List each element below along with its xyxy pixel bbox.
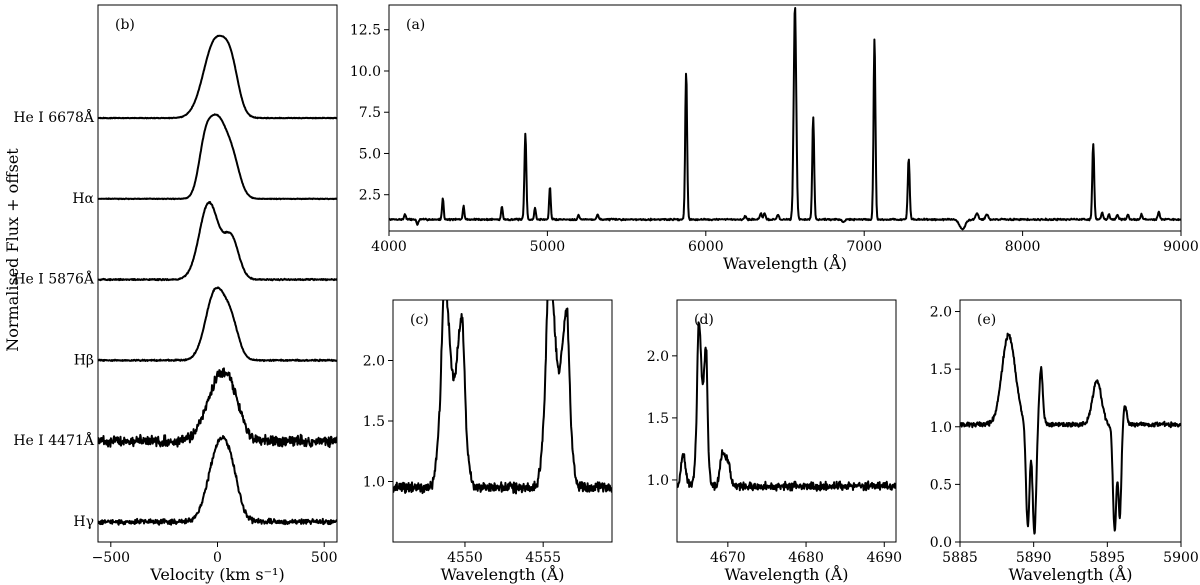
y-tick-label: 1.5	[930, 362, 952, 378]
y-tick-label: 5.0	[359, 146, 381, 162]
x-tick-label: 4680	[788, 550, 824, 566]
x-axis-label: Velocity (km s⁻¹)	[149, 565, 284, 584]
x-tick-label: 0	[213, 550, 222, 566]
x-tick-label: 6000	[688, 239, 724, 255]
x-tick-label: 7000	[846, 239, 882, 255]
x-axis-label: Wavelength (Å)	[1008, 564, 1132, 584]
panel-a: 4000 5000 6000 7000 8000 9000 2.5 5.0 7.5 10.0 12.…	[350, 4, 1199, 273]
panel-label: (b)	[115, 17, 135, 33]
series-label-0: He I 6678Å	[13, 108, 95, 126]
spectrum-line-e	[960, 332, 1181, 535]
series-label-2: He I 5876Å	[13, 270, 95, 288]
x-tick-label: 4690	[866, 550, 902, 566]
panel-d: 4670 4680 4690 1.0 1.5 2.0 (d) Wavelength (Å)	[647, 299, 902, 584]
y-tick-label: 2.0	[363, 354, 385, 370]
panels: 4000 5000 6000 7000 8000 90002.55.07.510.012.…	[13, 4, 1199, 584]
figure-ylabel: Normalised Flux + offset	[3, 148, 22, 352]
y-tick-label: 1.0	[363, 475, 385, 491]
series-label-1: Hα	[72, 191, 94, 207]
panel-label: (a)	[406, 17, 425, 33]
axes-frame	[959, 299, 1182, 543]
panel-e: 5885 5890 5895 5900 0.0 0.5 1.0 1.5 2.0 (e) Wavele…	[930, 299, 1199, 584]
x-tick-label: 9000	[1163, 239, 1199, 255]
x-tick-label: 5000	[530, 239, 566, 255]
series-label-4: He I 4471Å	[13, 431, 95, 449]
x-tick-label: 500	[311, 550, 338, 566]
spectrum-line-c	[393, 300, 612, 495]
x-axis-label: Wavelength (Å)	[724, 564, 848, 584]
series-line-3	[98, 286, 337, 363]
x-tick-label: 4550	[447, 550, 483, 566]
x-tick-label: 4670	[710, 550, 746, 566]
x-tick-label: 5900	[1163, 550, 1199, 566]
panel-label: (c)	[410, 312, 429, 328]
series-line-4	[98, 367, 337, 449]
panel-b: He I 6678Å Hα He I 5876Å Hβ He I 4471Å Hγ −500…	[13, 4, 338, 584]
y-tick-label: 1.0	[647, 473, 669, 489]
axes-frame	[392, 299, 613, 543]
y-tick-label: 2.5	[359, 188, 381, 204]
series-line-2	[98, 201, 337, 282]
y-tick-label: 10.0	[350, 64, 381, 80]
y-tick-label: 0.5	[930, 477, 952, 493]
x-tick-label: 4000	[371, 239, 407, 255]
x-tick-label: 8000	[1005, 239, 1041, 255]
x-axis-label: Wavelength (Å)	[440, 564, 564, 584]
panel-c: 4550 4555 1.0 1.5 2.0 (c) Wavelength (Å)	[363, 299, 613, 584]
spectrum-line-d	[677, 321, 896, 492]
y-tick-label: 12.5	[350, 23, 381, 39]
x-tick-label: 5885	[942, 550, 978, 566]
series-line-0	[98, 34, 337, 120]
y-tick-label: 1.5	[363, 414, 385, 430]
axes-frame	[676, 299, 897, 543]
series-line-5	[98, 435, 337, 526]
x-tick-label: 4555	[525, 550, 561, 566]
y-tick-label: 2.0	[647, 349, 669, 365]
y-tick-label: 1.0	[930, 420, 952, 436]
x-axis-label: Wavelength (Å)	[723, 253, 847, 273]
panel-label: (d)	[694, 312, 714, 328]
axes-frame	[388, 4, 1182, 232]
x-tick-label: 5895	[1090, 550, 1126, 566]
y-tick-label: 1.5	[647, 411, 669, 427]
series-label-5: Hγ	[73, 514, 94, 530]
x-tick-label: −500	[92, 550, 130, 566]
y-tick-label: 0.0	[930, 535, 952, 551]
x-tick-label: 5890	[1016, 550, 1052, 566]
panel-label: (e)	[977, 312, 996, 328]
y-tick-label: 7.5	[359, 105, 381, 121]
axes-frame	[97, 4, 338, 543]
spectrum-line-a	[389, 7, 1181, 231]
y-tick-label: 2.0	[930, 305, 952, 321]
series-line-1	[98, 113, 337, 201]
series-label-3: Hβ	[74, 352, 94, 368]
